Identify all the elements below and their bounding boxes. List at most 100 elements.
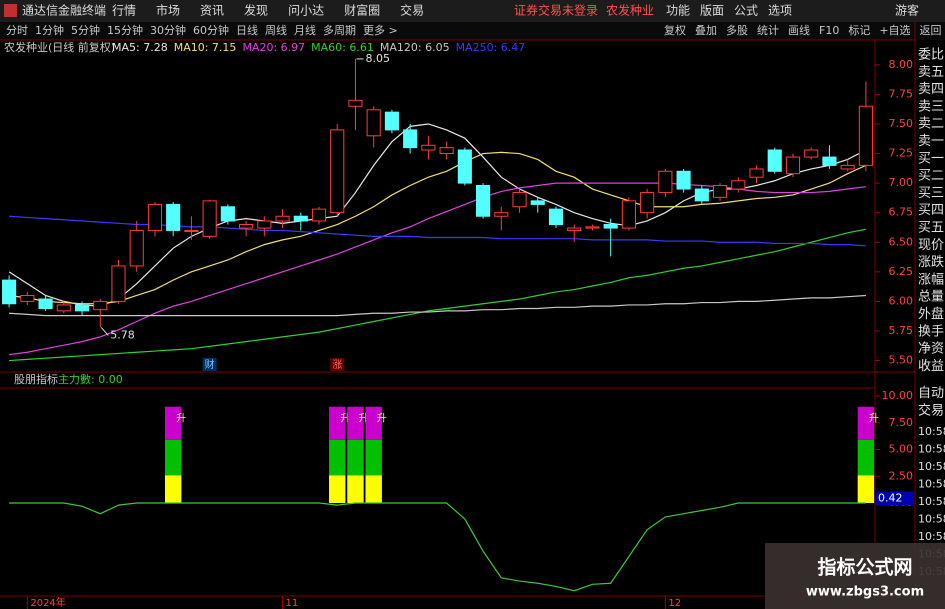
side-label: 收益 [918,359,944,374]
status-item[interactable]: 农发种业 [606,3,654,18]
menu-item[interactable]: 市场 [156,3,180,18]
signal-label: 升 [377,413,387,425]
watermark-title: 指标公式网 [817,556,912,579]
high-label: 8.05 [365,52,390,65]
period-tab[interactable]: 更多 > [363,23,398,37]
top-bar [0,0,945,22]
y-tick-label: 7.00 [889,176,914,189]
marker: 涨 [332,359,342,371]
watermark-url: www.zbgs3.com [806,585,924,600]
side-time: 10:58 [918,513,945,526]
signal-bar [329,439,346,476]
candle-body [239,224,254,229]
tool-item[interactable]: 选项 [768,4,792,18]
menu-item[interactable]: 财富圈 [344,3,380,18]
candle-body [166,203,181,231]
toolbar-action[interactable]: F10 [819,24,839,37]
toolbar-action[interactable]: 叠加 [695,24,717,37]
toolbar-action[interactable]: 返回 [920,24,942,37]
menu-item[interactable]: 问小达 [288,4,324,18]
signal-bar [365,439,382,476]
signal-label: 升 [358,413,368,425]
period-tab[interactable]: 月线 [294,23,316,37]
signal-bar [347,439,364,476]
tool-item[interactable]: 功能 [666,4,690,18]
toolbar-action[interactable]: 多股 [726,23,748,37]
chart-title: 农发种业(日线 前复权) [4,40,115,54]
period-tab[interactable]: 30分钟 [150,23,186,37]
tool-item[interactable]: 公式 [734,4,758,18]
ma-line [9,151,867,305]
menu-item[interactable]: 发现 [244,3,268,18]
y-tick-label: 6.50 [889,235,914,248]
signal-bar [857,439,875,476]
candle-body [712,184,728,198]
legend-entry: MA250: 6.47 [456,41,526,54]
menu-item[interactable]: 交易 [400,3,424,18]
candle-body [804,149,819,158]
toolbar-action[interactable]: 统计 [757,24,779,37]
candle-body [694,188,709,202]
candle-body [676,170,691,190]
candle-body [330,129,345,214]
period-tab[interactable]: 日线 [236,23,258,37]
side-label: 涨跌 [918,254,944,270]
signal-bar [857,406,875,440]
app-title: 通达信金融终端 [22,3,106,18]
candle-body [512,192,527,208]
side-time: 10:58 [918,530,945,543]
signal-label: 升 [869,413,879,425]
menu-item[interactable]: 资讯 [200,4,224,18]
signal-bar [365,475,382,503]
low-pointer [100,327,109,336]
ma-line [9,294,866,317]
toolbar-action[interactable]: +自选 [879,24,910,37]
toolbar-action[interactable]: 复权 [664,23,686,37]
legend-entry: MA5: 7.28 [112,41,168,54]
candle-body [2,279,17,305]
signal-bar [347,475,364,503]
candle-body [74,304,90,312]
y-tick-label: 7.50 [889,117,914,130]
period-tab[interactable]: 分时 [6,24,28,37]
signal-bar [329,406,346,440]
candle-body [293,215,308,222]
period-tab[interactable]: 5分钟 [71,23,100,37]
candle-body [494,212,509,217]
tool-item[interactable]: 版面 [700,4,724,18]
signal-label: 升 [340,413,350,425]
period-tab[interactable]: 周线 [265,23,287,37]
y-tick-label: 8.00 [889,58,914,71]
y-tick-label: 6.75 [889,206,914,219]
candle-body [403,129,418,149]
toolbar-action[interactable]: 画线 [788,23,810,37]
y-tick-label: 7.50 [889,416,914,429]
period-tab[interactable]: 多周期 [323,23,356,37]
side-label: 买三 [918,186,944,201]
candle-body [731,180,746,190]
signal-bar [857,475,875,503]
side-time: 10:58 [918,425,945,438]
side-label: 卖一 [918,134,944,149]
period-tab[interactable]: 1分钟 [35,23,64,37]
indicator-line [9,502,866,592]
candle-body [275,215,290,222]
y-tick-label: 5.50 [889,354,914,367]
side-label: 净资 [918,342,944,357]
marker-box [202,358,217,371]
menu-item[interactable]: 行情 [112,4,136,18]
candle-body [421,144,436,151]
side-label: 卖五 [918,65,944,80]
side-label: 总量 [918,290,944,305]
candle-body [93,300,108,311]
status-item[interactable]: 证券交易未登录 [514,3,598,18]
side-time: 10:58 [918,460,945,473]
candle-body [384,111,399,131]
user[interactable]: 游客 [895,3,919,18]
candle-body [38,298,53,309]
toolbar-action[interactable]: 标记 [848,23,870,37]
period-tab[interactable]: 15分钟 [107,23,143,37]
candle-body [567,227,582,231]
period-tab[interactable]: 60分钟 [193,23,229,37]
signal-bar [365,406,382,440]
